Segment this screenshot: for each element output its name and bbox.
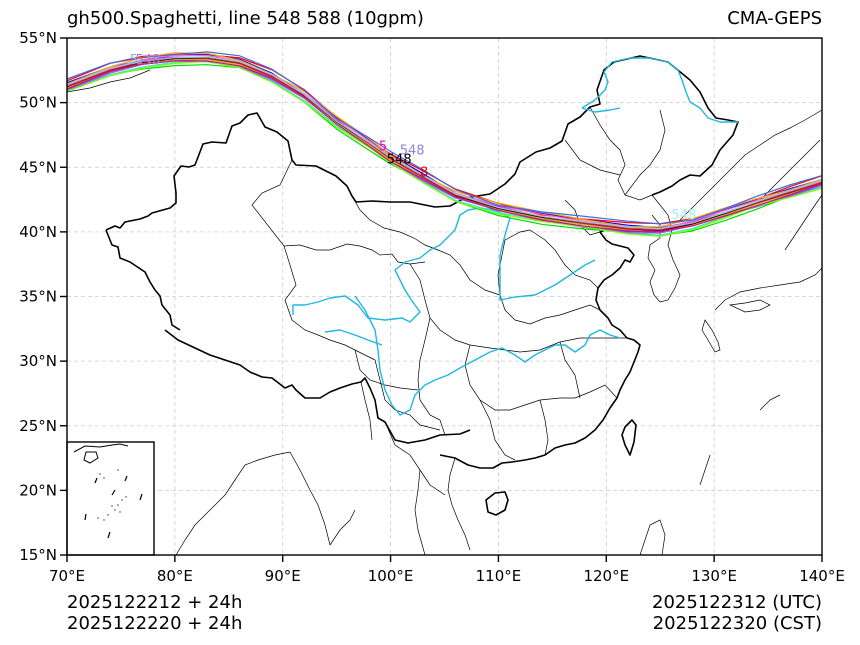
lon-tick-label: 140°E (799, 567, 845, 585)
ensemble-member-contour (66, 58, 823, 232)
lon-tick-label: 80°E (157, 567, 193, 585)
south-china-sea-inset (66, 441, 155, 556)
ensemble-member-contour (66, 53, 823, 225)
ensemble-member-contour (66, 53, 823, 229)
ensemble-member-contour (66, 64, 823, 237)
ensemble-member-contour (66, 51, 823, 225)
chart-title: gh500.Spaghetti, line 548 588 (10gpm) (67, 8, 424, 29)
lat-tick-label: 55°N (19, 29, 57, 47)
lat-tick-label: 35°N (19, 288, 57, 306)
contour-label: 8 (420, 165, 428, 180)
ensemble-member-contour (66, 56, 823, 230)
contour-label: 5 (130, 53, 138, 68)
init-line-cst: 2025122220 + 24h (67, 613, 243, 634)
lon-tick-label: 90°E (265, 567, 301, 585)
axis-ticks: 70°E 80°E 90°E 100°E 110°E 120°E 130°E 140°E 55°… (19, 29, 845, 585)
ensemble-member-contour (66, 60, 823, 233)
lon-tick-label: 130°E (691, 567, 737, 585)
ensemble-member-contour (66, 54, 823, 230)
lat-tick-label: 25°N (19, 417, 57, 435)
valid-time: 2025122312 (UTC) 2025122320 (CST) (652, 592, 822, 634)
lon-tick-label: 70°E (49, 567, 85, 585)
ensemble-member-contour (66, 59, 823, 236)
contour-label: 548 (400, 143, 425, 158)
contour-label: 5 (379, 139, 387, 154)
lon-tick-label: 100°E (368, 567, 414, 585)
ensemble-member-contour (66, 56, 823, 231)
contour-label: 548 (135, 53, 160, 68)
country-borders (105, 55, 739, 516)
lon-tick-label: 110°E (476, 567, 522, 585)
ensemble-member-contour (66, 56, 823, 229)
lat-tick-label: 30°N (19, 352, 57, 370)
lat-tick-label: 45°N (19, 158, 57, 176)
valid-utc: 2025122312 (UTC) (652, 592, 822, 613)
lat-tick-label: 50°N (19, 94, 57, 112)
rivers (292, 57, 738, 416)
contour-label: 548 (672, 208, 697, 223)
ensemble-member-contour (66, 60, 823, 237)
province-borders (66, 69, 823, 556)
ensemble-member-contour (66, 52, 823, 228)
model-name: CMA-GEPS (727, 8, 822, 29)
valid-cst: 2025122320 (CST) (652, 613, 822, 634)
ensemble-member-contour (66, 60, 823, 234)
init-time: 2025122212 + 24h 2025122220 + 24h (67, 592, 242, 634)
init-line-utc: 2025122212 + 24h (67, 592, 243, 613)
lat-tick-label: 15°N (19, 546, 57, 564)
gridlines (67, 38, 822, 555)
spaghetti-contours (66, 51, 823, 237)
lon-tick-label: 120°E (583, 567, 629, 585)
lat-tick-label: 20°N (19, 481, 57, 499)
contour-label: 548 (387, 152, 412, 167)
lat-tick-label: 40°N (19, 223, 57, 241)
